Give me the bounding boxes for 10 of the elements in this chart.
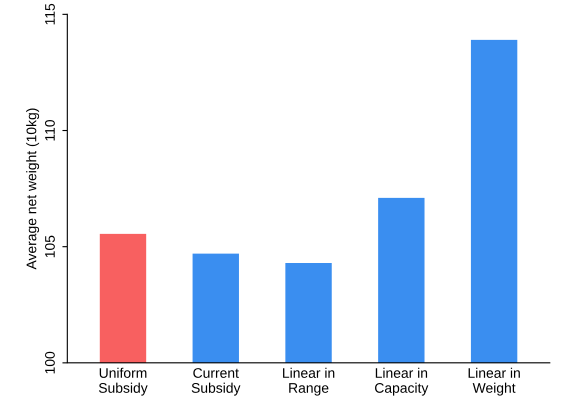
y-axis-title: Average net weight (10kg) (26, 108, 40, 270)
x-tick-label: Linear in Weight (468, 368, 520, 396)
x-tick-label: Uniform Subsidy (98, 368, 148, 396)
x-tick-label: Linear in Range (283, 368, 334, 396)
x-tick-label: Linear in Capacity (375, 368, 428, 396)
y-tick-label: 110 (45, 120, 55, 141)
y-tick-label: 105 (45, 236, 55, 258)
y-tick-label: 100 (45, 352, 55, 374)
y-tick-label: 115 (45, 4, 55, 24)
x-tick-label: Current Subsidy (192, 368, 240, 396)
